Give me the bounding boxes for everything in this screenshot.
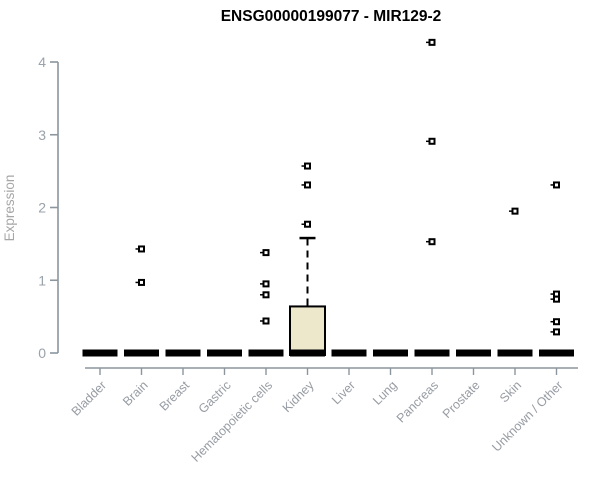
median-bar <box>497 349 533 357</box>
median-bar <box>290 349 325 357</box>
median-bar <box>414 349 450 357</box>
outlier-point-center <box>555 320 558 324</box>
median-bar <box>373 349 408 357</box>
outlier-point-center <box>513 209 517 213</box>
outlier-point-center <box>140 247 143 251</box>
outlier-point-center <box>555 297 558 301</box>
category-label: Lung <box>370 378 400 408</box>
outlier-point-center <box>555 183 558 187</box>
category-label: Kidney <box>280 378 317 415</box>
outlier-point-center <box>430 139 434 143</box>
y-tick-label: 3 <box>38 127 46 143</box>
median-bar <box>82 349 118 357</box>
outlier-point-center <box>264 251 268 255</box>
median-bar <box>124 349 159 357</box>
category-label: Prostate <box>440 378 483 421</box>
outlier-point-center <box>306 164 309 168</box>
median-bar <box>539 349 574 357</box>
outlier-point-center <box>264 282 268 286</box>
outlier-point-center <box>430 40 434 44</box>
category-label: Liver <box>329 378 358 407</box>
outlier-point-center <box>140 280 143 284</box>
y-tick-label: 1 <box>38 272 46 288</box>
outlier-point-center <box>555 292 558 296</box>
category-label: Hematopoietic cells <box>189 378 276 465</box>
y-tick-label: 2 <box>38 200 46 216</box>
outlier-point-center <box>430 240 434 244</box>
category-label: Pancreas <box>394 378 441 425</box>
category-label: Bladder <box>69 378 109 418</box>
category-label: Gastric <box>196 378 234 416</box>
category-label: Skin <box>497 378 524 405</box>
median-bar <box>248 349 284 357</box>
median-bar <box>165 349 201 357</box>
category-label: Unknown / Other <box>489 378 565 454</box>
category-label: Brain <box>120 378 151 409</box>
median-bar <box>331 349 367 357</box>
y-axis-title: Expression <box>2 175 17 242</box>
category-label: Breast <box>157 378 193 414</box>
median-bar <box>207 349 242 357</box>
outlier-point-center <box>264 293 268 297</box>
median-bar <box>456 349 491 357</box>
outlier-point-center <box>306 222 309 226</box>
outlier-point-center <box>555 330 558 334</box>
plot-area: 0 1 2 3 4 Bladder Brain Breast GastricHematopoie… <box>38 38 578 465</box>
y-tick-label: 4 <box>38 54 46 70</box>
y-tick-label: 0 <box>38 345 46 361</box>
outlier-point-center <box>264 319 268 323</box>
outlier-point-center <box>306 183 309 187</box>
box-iqr <box>289 305 326 357</box>
chart-title: ENSG00000199077 - MIR129-2 <box>221 8 442 25</box>
